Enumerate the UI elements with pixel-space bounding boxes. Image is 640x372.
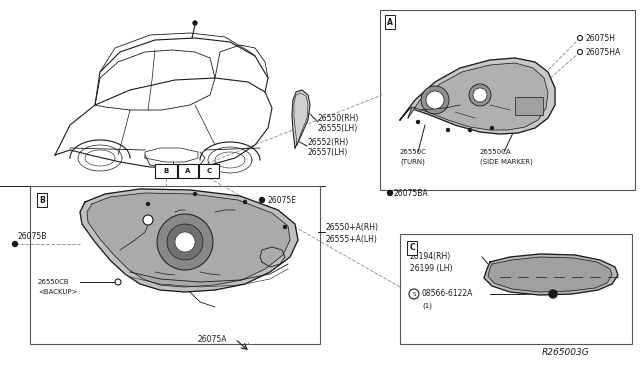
Polygon shape (55, 78, 272, 168)
Text: 26555(LH): 26555(LH) (318, 124, 358, 132)
Circle shape (175, 232, 195, 252)
Text: 26550(RH): 26550(RH) (318, 113, 360, 122)
Circle shape (417, 121, 419, 124)
Text: 26075BA: 26075BA (394, 189, 429, 198)
Text: 26550+A(RH): 26550+A(RH) (325, 222, 378, 231)
Circle shape (284, 225, 287, 228)
Polygon shape (80, 189, 298, 292)
Circle shape (447, 128, 449, 131)
Circle shape (468, 128, 472, 131)
Text: B: B (163, 168, 168, 174)
Text: 26550CA: 26550CA (480, 149, 511, 155)
Text: 26075A: 26075A (198, 334, 227, 343)
Text: 26550CB: 26550CB (38, 279, 70, 285)
Circle shape (409, 289, 419, 299)
Circle shape (473, 88, 487, 102)
Text: 26199 (LH): 26199 (LH) (410, 264, 452, 273)
Bar (199, 164, 219, 178)
Bar (515, 97, 543, 115)
Polygon shape (484, 254, 618, 295)
Bar (400, 234, 632, 344)
Circle shape (157, 214, 213, 270)
Polygon shape (292, 90, 310, 148)
Text: (1): (1) (422, 303, 432, 309)
Text: 26075HA: 26075HA (585, 48, 620, 57)
Polygon shape (87, 193, 290, 287)
Circle shape (115, 279, 121, 285)
Text: 26075B: 26075B (18, 231, 47, 241)
Circle shape (387, 190, 392, 196)
Circle shape (421, 86, 449, 114)
Text: C: C (409, 244, 415, 253)
Text: S: S (412, 292, 416, 296)
Text: 26550C: 26550C (400, 149, 427, 155)
Circle shape (193, 192, 196, 196)
Text: 26075E: 26075E (267, 196, 296, 205)
Text: <BACKUP>: <BACKUP> (38, 289, 77, 295)
Circle shape (243, 201, 246, 203)
Text: (TURN): (TURN) (400, 159, 425, 165)
Circle shape (577, 35, 582, 41)
Text: 26557(LH): 26557(LH) (308, 148, 348, 157)
Text: 26552(RH): 26552(RH) (308, 138, 349, 147)
Text: 26555+A(LH): 26555+A(LH) (325, 234, 377, 244)
Circle shape (147, 202, 150, 205)
Polygon shape (488, 257, 612, 292)
Text: C: C (207, 168, 212, 174)
Text: A: A (387, 17, 393, 26)
Polygon shape (400, 58, 555, 134)
Circle shape (143, 215, 153, 225)
Circle shape (167, 224, 203, 260)
Text: A: A (186, 168, 191, 174)
Bar (155, 164, 177, 178)
Text: 08566-6122A: 08566-6122A (422, 289, 474, 298)
Circle shape (426, 91, 444, 109)
Text: 26194(RH): 26194(RH) (410, 253, 451, 262)
Text: (SIDE MARKER): (SIDE MARKER) (480, 159, 533, 165)
Circle shape (13, 241, 17, 247)
Circle shape (549, 290, 557, 298)
Bar (178, 164, 198, 178)
Bar (30, 186, 320, 344)
Text: R265003G: R265003G (542, 348, 590, 357)
Circle shape (490, 126, 493, 129)
Circle shape (469, 84, 491, 106)
Circle shape (193, 21, 197, 25)
Text: 26075H: 26075H (585, 33, 615, 42)
Bar (380, 10, 635, 190)
Polygon shape (408, 63, 548, 130)
Text: B: B (39, 196, 45, 205)
Circle shape (577, 49, 582, 55)
Circle shape (259, 198, 264, 202)
